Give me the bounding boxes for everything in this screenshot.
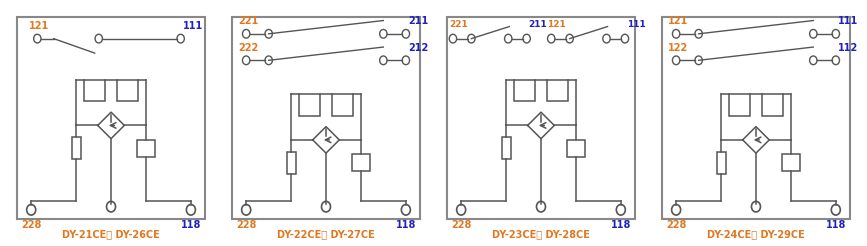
Bar [72,138,81,159]
Text: 118: 118 [610,220,631,230]
Bar [117,80,138,101]
Text: 118: 118 [825,220,846,230]
Text: DY-23CE， DY-28CE: DY-23CE， DY-28CE [492,229,590,239]
Text: 228: 228 [21,220,42,230]
Text: 118: 118 [395,220,416,230]
Bar [547,80,568,101]
Text: DY-21CE， DY-26CE: DY-21CE， DY-26CE [62,229,160,239]
Bar [231,17,420,219]
Text: 121: 121 [547,20,566,29]
Text: 212: 212 [407,43,428,53]
Text: 228: 228 [666,220,687,230]
Text: 121: 121 [668,16,688,26]
Bar [299,94,320,116]
Bar [662,17,851,219]
Text: DY-24CE， DY-29CE: DY-24CE， DY-29CE [707,229,805,239]
Text: 122: 122 [668,43,688,53]
Bar [781,154,800,171]
Bar [84,80,105,101]
Text: 221: 221 [238,16,258,26]
Bar [502,138,511,159]
Text: DY-22CE， DY-27CE: DY-22CE， DY-27CE [277,229,375,239]
Bar [514,80,535,101]
Text: 112: 112 [838,43,858,53]
Bar [332,94,353,116]
Text: 222: 222 [238,43,258,53]
Text: 211: 211 [407,16,428,26]
Text: 221: 221 [449,20,467,29]
Text: 118: 118 [180,220,201,230]
Bar [137,140,155,157]
Bar [352,154,370,171]
Text: 111: 111 [838,16,858,26]
Bar [566,140,585,157]
Text: 211: 211 [529,20,547,29]
Bar [729,94,750,116]
Text: 111: 111 [183,21,203,31]
Text: 228: 228 [236,220,257,230]
Text: 111: 111 [627,20,646,29]
Bar [716,152,726,174]
Bar [447,17,636,219]
Text: 228: 228 [451,220,472,230]
Bar [762,94,783,116]
Bar [16,17,205,219]
Text: 121: 121 [29,21,49,31]
Bar [287,152,296,174]
